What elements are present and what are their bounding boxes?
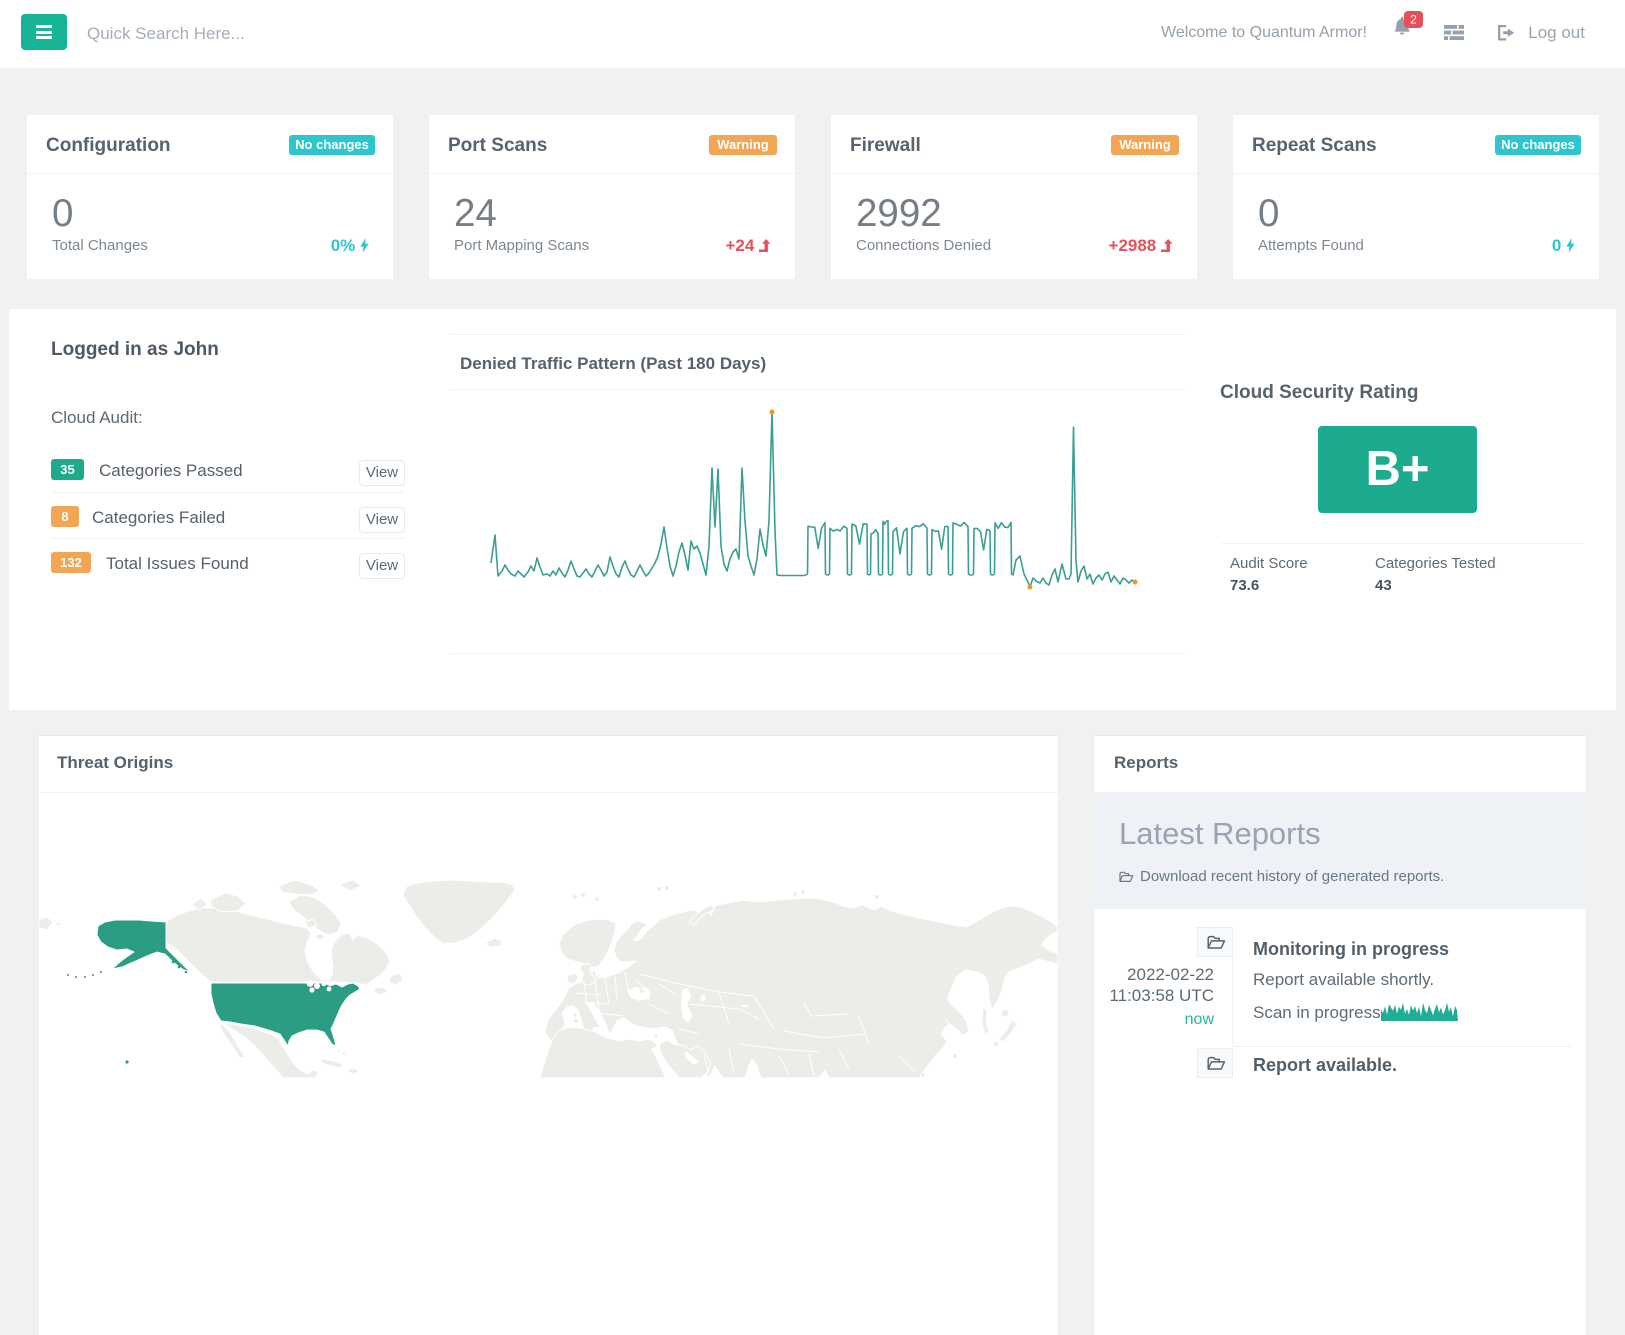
svg-text:2: 2 bbox=[1410, 13, 1417, 27]
